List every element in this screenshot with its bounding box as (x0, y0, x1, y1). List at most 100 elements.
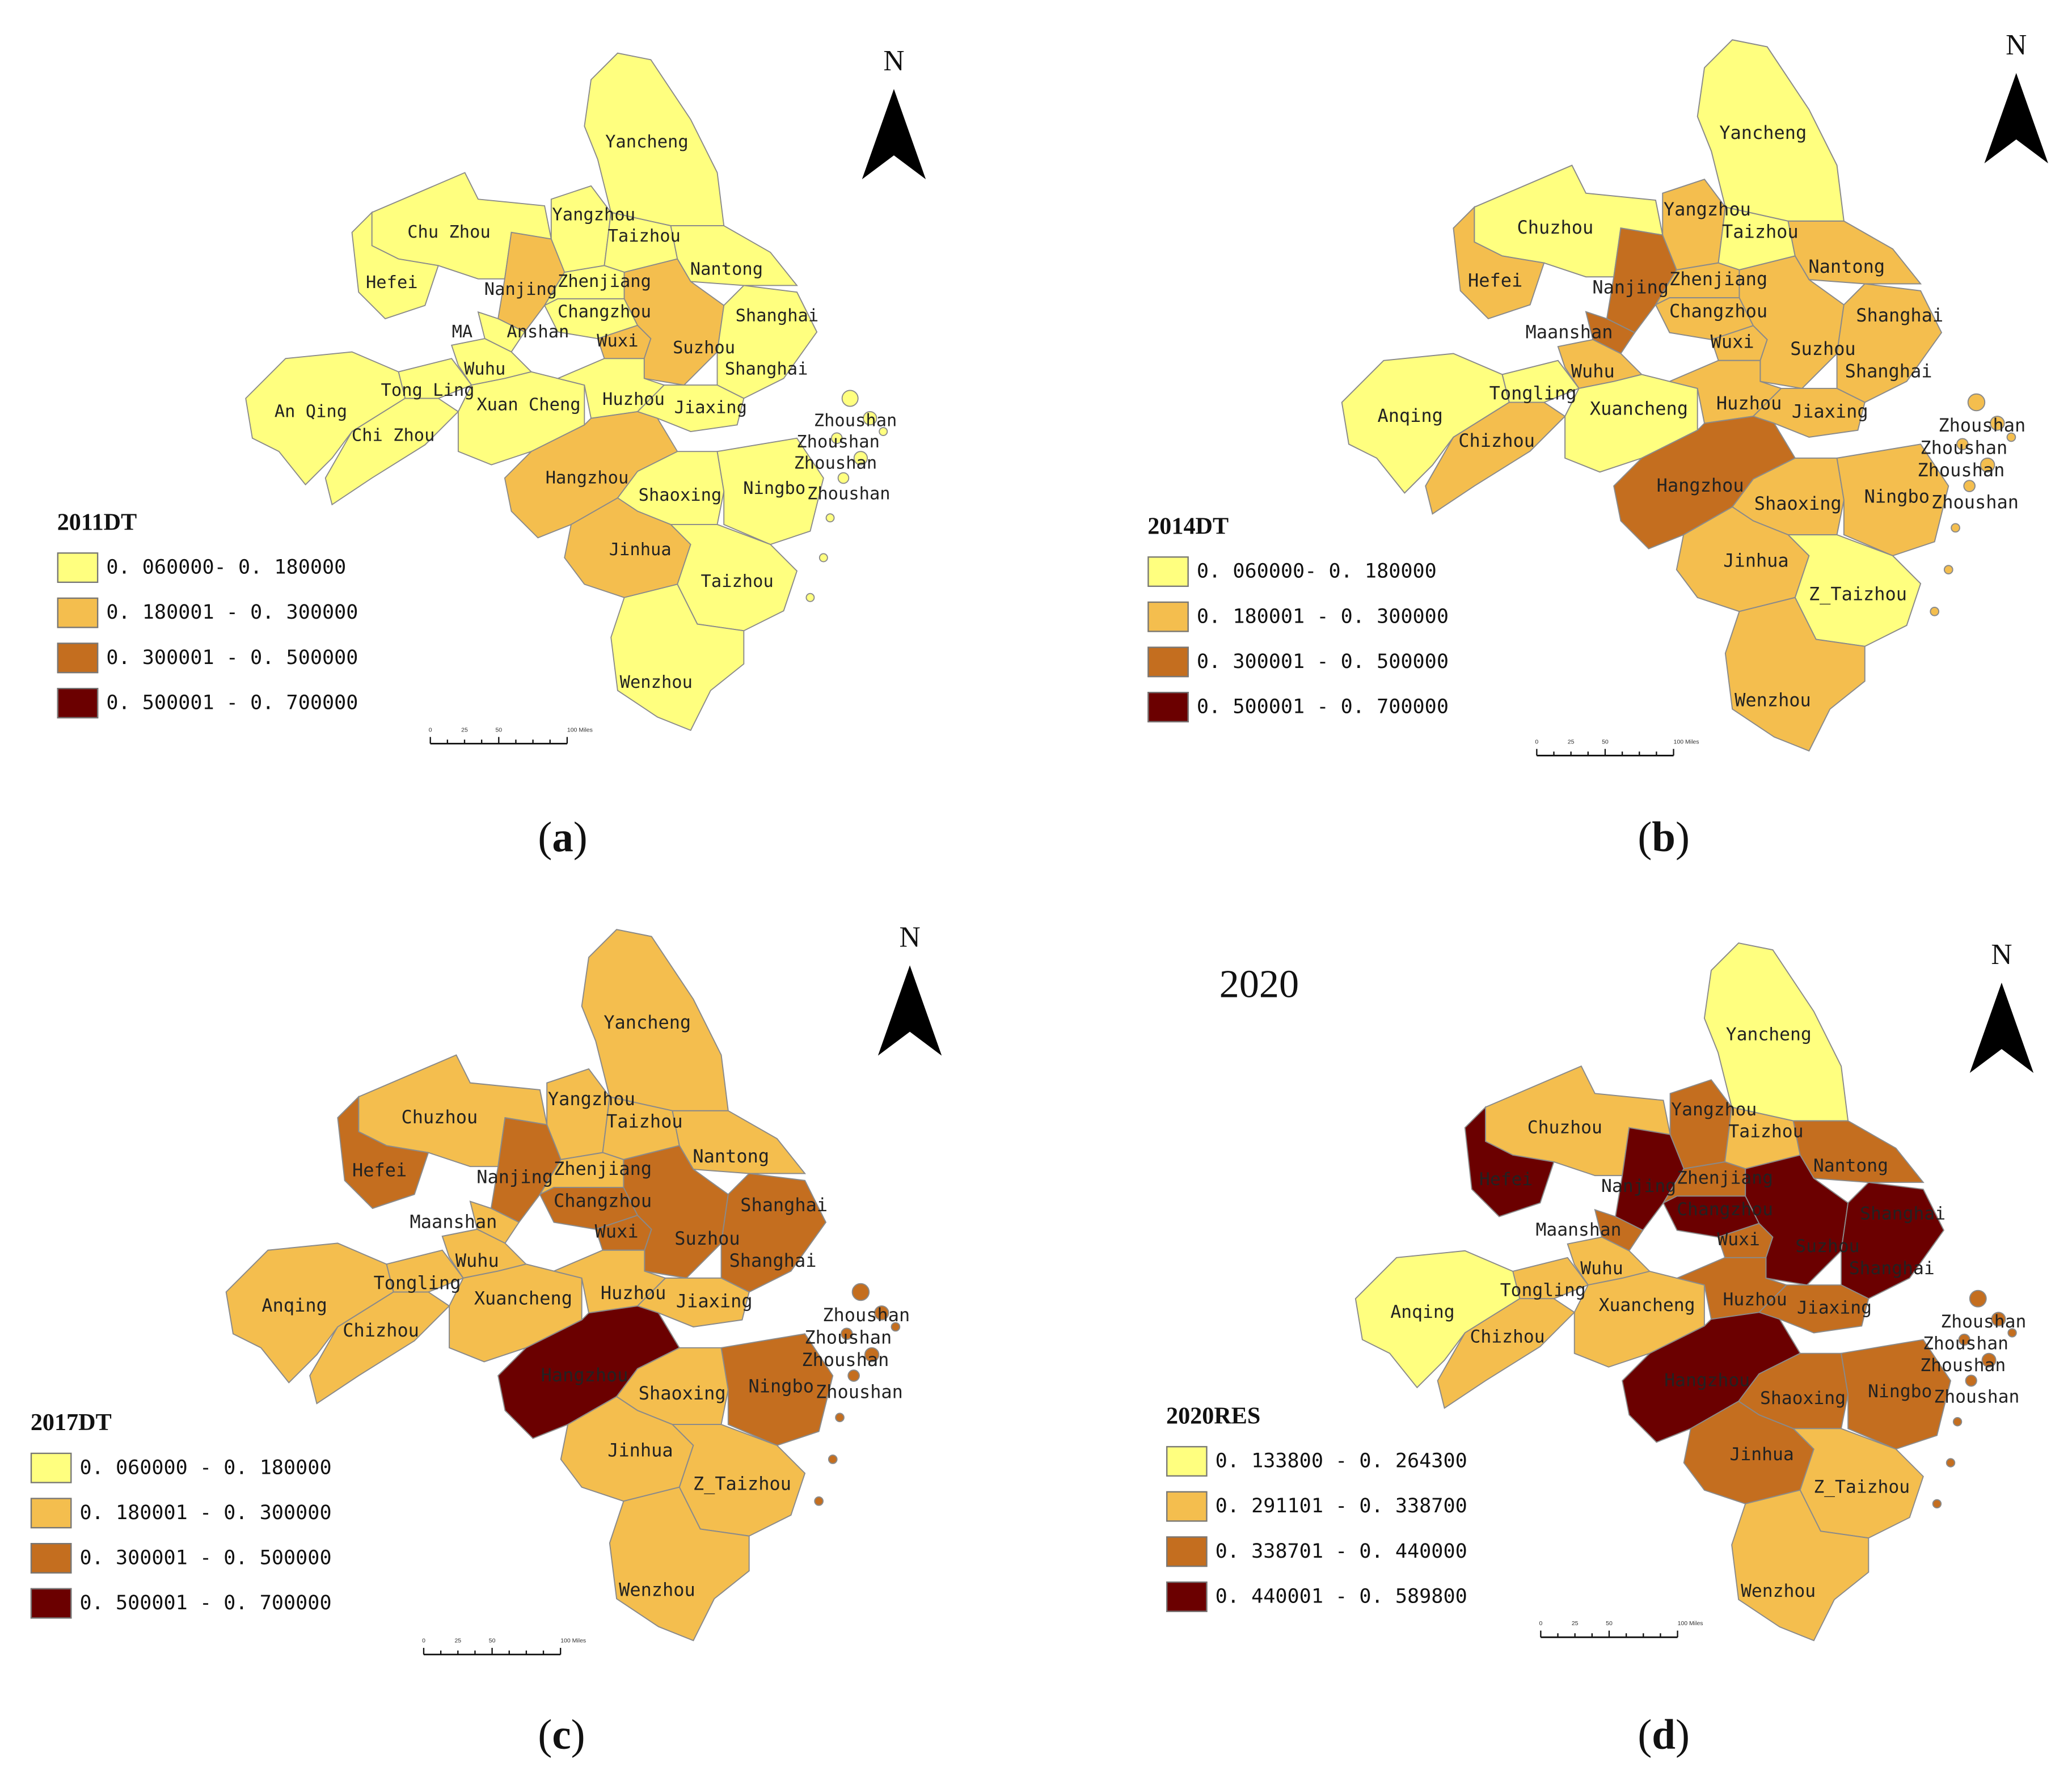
region-shanghai (1836, 283, 1943, 403)
legend-range-label: 0. 060000- 0. 180000 (106, 555, 347, 579)
region-zhoushan-island (1956, 438, 1969, 451)
region-yangzhou (1662, 178, 1726, 271)
legend-2011: 2011DT 0. 060000- 0. 180000 0. 180001 - 0.… (57, 509, 358, 725)
region-wenzhou (610, 583, 745, 731)
region-zhoushan-island (1990, 416, 2005, 431)
city-label-yancheng: Yancheng (1726, 1024, 1812, 1045)
north-arrow-icon (877, 965, 942, 1056)
legend-item: 0. 440001 - 0. 589800 (1166, 1574, 1467, 1619)
region-wenzhou (1731, 1489, 1870, 1642)
legend-item: 0. 338701 - 0. 440000 (1166, 1528, 1467, 1574)
region-maanshan (469, 1200, 520, 1244)
scale-tick-label: 25 (1572, 1620, 1579, 1627)
city-label-tongling: Tongling (1500, 1280, 1586, 1300)
city-label-yangzhou: Yangzhou (1664, 198, 1751, 220)
legend-swatch (1147, 601, 1189, 632)
region-maanshan (1594, 1208, 1644, 1252)
scale-tick-label: 25 (1568, 738, 1575, 745)
region-zhoushan-island (1932, 1499, 1942, 1509)
north-arrow-icon (1969, 982, 2034, 1073)
city-label-anqing: Anqing (1390, 1302, 1454, 1322)
city-label-taizhou: Taizhou (1728, 1122, 1803, 1142)
legend-item: 0. 180001 - 0. 300000 (57, 590, 358, 635)
city-label-chizhou: Chi Zhou (352, 425, 435, 445)
city-label-taizhou: Taizhou (608, 226, 681, 246)
city-label-chizhou: Chizhou (1470, 1326, 1545, 1347)
scale-tick-label: 0 (1539, 1620, 1542, 1627)
scale-tick-label: 25 (461, 726, 468, 733)
city-label-yangzhou: Yangzhou (548, 1088, 635, 1110)
region-ztaizhou (669, 524, 798, 632)
city-label-ningbo: Ningbo (1864, 486, 1930, 508)
city-label-jiaxing: Jiaxing (676, 1291, 753, 1312)
city-label-zhoushan_1: Zhoushan (1938, 415, 2025, 436)
city-label-suzhou: Suzhou (674, 1228, 740, 1249)
legend-swatch (1166, 1445, 1208, 1476)
legend-range-label: 0. 180001 - 0. 300000 (1196, 604, 1449, 628)
scale-tick-label: 50 (1606, 1620, 1613, 1627)
region-hefei (1464, 1106, 1555, 1217)
legend-item: 0. 300001 - 0. 500000 (57, 635, 358, 680)
city-label-zhoushan_2: Zhoushan (1920, 437, 2007, 459)
legend-range-label: 0. 338701 - 0. 440000 (1215, 1539, 1467, 1563)
panel-d-title: 2020 (1219, 962, 1299, 1007)
region-zhoushan-island (1965, 1375, 1977, 1387)
legend-swatch (1147, 556, 1189, 586)
city-label-ztaizhou: Z_Taizhou (1813, 1477, 1910, 1498)
legend-range-label: 0. 060000 - 0. 180000 (79, 1455, 332, 1479)
region-chizhou (309, 1291, 450, 1405)
city-label-zhoushan_4: Zhoushan (816, 1381, 903, 1402)
region-ningbo (1840, 1339, 1952, 1450)
region-zhoushan-island (814, 1496, 824, 1506)
city-label-jinhua: Jinhua (607, 1440, 673, 1461)
city-label-zhoushan_2: Zhoushan (804, 1326, 892, 1348)
region-ningbo (716, 437, 824, 546)
city-label-hefei: Hefei (366, 273, 418, 293)
region-zhoushan-island (853, 451, 868, 466)
legend-swatch (1147, 646, 1189, 677)
legend-swatch (1166, 1490, 1208, 1521)
city-label-jiaxing: Jiaxing (674, 398, 747, 417)
city-label-nantong: Nantong (693, 1145, 769, 1167)
city-label-taizhou: Taizhou (606, 1110, 683, 1132)
city-label-shanghai_n: Shanghai (1860, 1203, 1946, 1224)
region-zhoushan-island (825, 513, 835, 523)
city-label-shaoxing: Shaoxing (639, 1382, 726, 1404)
north-label: N (883, 45, 904, 77)
legend-swatch (57, 597, 99, 628)
legend-item: 0. 300001 - 0. 500000 (1147, 638, 1449, 684)
city-label-suzhou: Suzhou (1795, 1236, 1859, 1257)
region-zhoushan-island (1967, 393, 1986, 412)
city-label-ztaizhou: Z_Taizhou (1809, 583, 1907, 605)
city-label-hangzhou: Hangzhou (541, 1364, 628, 1386)
legend-item: 0. 060000- 0. 180000 (1147, 548, 1449, 594)
region-zhoushan-island (1980, 457, 1995, 473)
city-label-zhoushan_2: Zhoushan (1923, 1333, 2008, 1354)
legend-swatch (1166, 1536, 1208, 1567)
legend-item: 0. 291101 - 0. 338700 (1166, 1483, 1467, 1529)
region-nanjing (1615, 1127, 1685, 1231)
region-zhoushan-island (835, 1413, 845, 1423)
legend-range-label: 0. 180001 - 0. 300000 (106, 600, 358, 624)
region-shanghai (720, 1173, 827, 1293)
city-label-zhoushan_3: Zhoushan (794, 454, 877, 473)
region-zhoushan-island (837, 472, 850, 484)
region-zhoushan-island (1969, 1289, 1987, 1308)
city-label-yangzhou: Yangzhou (552, 205, 635, 225)
city-label-hefei: Hefei (1479, 1169, 1533, 1190)
region-suzhou (623, 1145, 729, 1279)
city-label-chuzhou: Chu Zhou (407, 222, 491, 242)
city-label-hefei: Hefei (352, 1159, 407, 1181)
region-ztaizhou (1792, 1428, 1924, 1539)
legend-range-label: 0. 060000- 0. 180000 (1196, 559, 1437, 583)
region-zhoushan-island (1952, 1417, 1963, 1427)
north-arrow-icon (862, 88, 926, 180)
region-shanghai (716, 285, 818, 399)
region-zhoushan-island (851, 1283, 870, 1301)
city-label-ningbo: Ningbo (743, 479, 805, 498)
region-yangzhou (546, 1068, 610, 1160)
city-label-chuzhou: Chuzhou (402, 1106, 478, 1128)
city-label-maanshan: Maanshan (1535, 1220, 1621, 1240)
